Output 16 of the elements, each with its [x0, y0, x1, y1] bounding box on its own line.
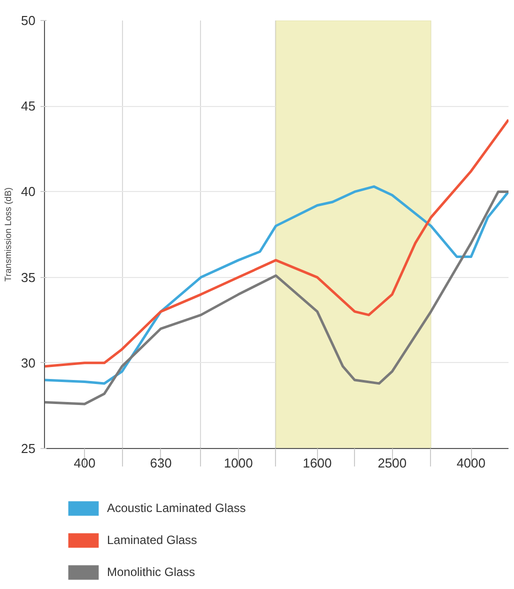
legend-label: Acoustic Laminated Glass: [107, 501, 246, 515]
y-tick-label: 25: [21, 441, 36, 456]
y-tick-label: 35: [21, 270, 36, 285]
x-tick-label: 4000: [456, 456, 486, 470]
x-tick-label: 2500: [378, 456, 407, 470]
y-tick-label: 50: [21, 13, 36, 28]
x-tick-label: 400: [74, 456, 96, 470]
legend-label: Monolithic Glass: [107, 565, 196, 579]
x-tick-label: 1600: [302, 456, 332, 470]
x-tick-label: 630: [150, 456, 172, 470]
y-axis-title: Transmission Loss (dB): [3, 187, 14, 282]
y-tick-label: 30: [21, 355, 36, 370]
y-tick-label: 45: [21, 98, 36, 114]
legend-label: Laminated Glass: [107, 533, 198, 547]
x-tick-label: 1000: [224, 456, 253, 470]
y-tick-label: 40: [21, 184, 36, 200]
